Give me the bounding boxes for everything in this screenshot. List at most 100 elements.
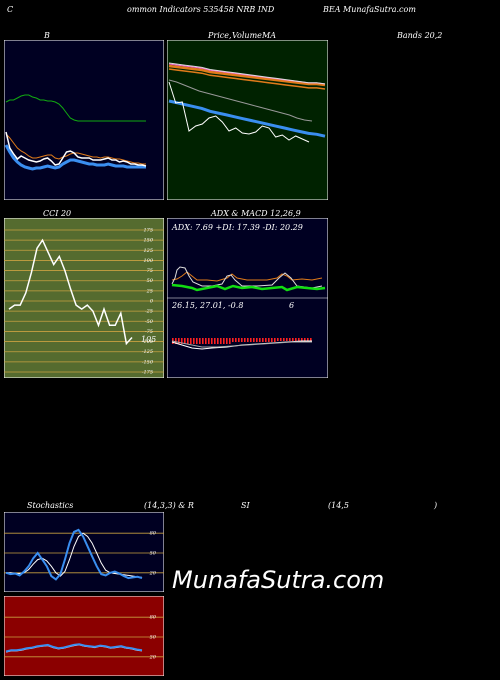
adx-readout: ADX: 7.69 +DI: 17.39 -DI: 20.29 bbox=[171, 223, 303, 232]
macd-histogram-bar bbox=[208, 338, 210, 344]
macd-histogram-bar bbox=[304, 338, 306, 341]
adx-macd-label: ADX & MACD 12,26,9 bbox=[211, 209, 301, 218]
boll-price-line bbox=[5, 131, 147, 167]
macd-histogram-bar bbox=[310, 338, 312, 341]
cci-tick-label: -75 bbox=[145, 329, 153, 335]
macd-histogram-bar bbox=[187, 338, 189, 344]
rsi-tick-label: 50 bbox=[150, 635, 157, 641]
macd-histogram-bar bbox=[211, 338, 213, 344]
cci-line bbox=[8, 238, 133, 346]
rsi-params: (14,5 bbox=[328, 501, 349, 510]
macd-histogram-bar bbox=[262, 338, 264, 342]
adx-white-line bbox=[171, 266, 323, 289]
rsi-label: SI bbox=[241, 501, 250, 510]
cci-last-value: 105 bbox=[141, 335, 156, 344]
macd-histogram-bar bbox=[241, 338, 243, 342]
macd-histogram-bar bbox=[196, 338, 198, 344]
ma-blue-line bbox=[168, 99, 326, 138]
rsi-tick-label: 80 bbox=[150, 615, 157, 621]
macd-histogram-bar bbox=[190, 338, 192, 344]
rsi-panel: 80 50 20 bbox=[4, 596, 164, 676]
macd-histogram-bar bbox=[280, 338, 282, 341]
header-c: C bbox=[7, 5, 14, 14]
adx-green-line bbox=[171, 283, 326, 292]
macd-histogram bbox=[172, 338, 312, 344]
adx-macd-panel: ADX: 7.69 +DI: 17.39 -DI: 20.29 26.15, 2… bbox=[167, 218, 328, 378]
site-name: BEA MunafaSutra.com bbox=[323, 5, 416, 14]
macd-readout: 26.15, 27.01, -0.8 bbox=[171, 301, 243, 310]
macd-histogram-bar bbox=[232, 338, 234, 342]
price-ma-chart bbox=[167, 40, 328, 200]
macd-histogram-bar bbox=[202, 338, 204, 344]
bollinger-label: B bbox=[44, 31, 50, 40]
cci-tick-label: 175 bbox=[143, 228, 153, 234]
macd-histogram-bar bbox=[193, 338, 195, 344]
stoch-k-line bbox=[5, 528, 143, 581]
cci-tick-label: 0 bbox=[150, 299, 154, 305]
rsi-line bbox=[5, 643, 143, 653]
stoch-tick-label: 20 bbox=[149, 570, 157, 576]
macd-histogram-bar bbox=[277, 338, 279, 341]
rsi-chart: 80 50 20 bbox=[4, 596, 164, 676]
bollinger-chart bbox=[4, 40, 164, 200]
stoch-label: Stochastics bbox=[27, 501, 74, 510]
macd-histogram-bar bbox=[271, 338, 273, 342]
macd-histogram-bar bbox=[253, 338, 255, 342]
macd-histogram-bar bbox=[214, 338, 216, 344]
cci-label: CCI 20 bbox=[43, 209, 72, 218]
stochastics-panel: 80 50 20 bbox=[4, 512, 164, 592]
macd-histogram-bar bbox=[223, 338, 225, 344]
adx-macd-chart: ADX: 7.69 +DI: 17.39 -DI: 20.29 26.15, 2… bbox=[167, 218, 328, 378]
cci-tick-label: -125 bbox=[142, 349, 153, 355]
ma-label: MA bbox=[262, 31, 276, 40]
macd-histogram-bar bbox=[256, 338, 258, 342]
macd-extra: 6 bbox=[289, 301, 294, 310]
macd-histogram-bar bbox=[286, 338, 288, 341]
page-title: ommon Indicators 535458 NRB IND bbox=[127, 5, 275, 14]
macd-histogram-bar bbox=[244, 338, 246, 342]
macd-histogram-bar bbox=[229, 338, 231, 344]
macd-histogram-bar bbox=[247, 338, 249, 342]
cci-tick-label: 125 bbox=[143, 248, 153, 254]
boll-lower-line bbox=[5, 133, 146, 165]
cci-tick-label: 100 bbox=[143, 258, 153, 264]
stoch-params: (14,3,3) & R bbox=[144, 501, 194, 510]
volume-label: Volume bbox=[232, 31, 262, 40]
bollinger-panel bbox=[4, 40, 164, 200]
cci-tick-label: -175 bbox=[142, 370, 153, 376]
stoch-tick-label: 50 bbox=[150, 551, 157, 557]
macd-histogram-bar bbox=[181, 338, 183, 344]
cci-tick-label: -50 bbox=[145, 319, 154, 325]
rsi-tick-label: 20 bbox=[149, 654, 157, 660]
macd-histogram-bar bbox=[274, 338, 276, 342]
price-line bbox=[168, 81, 310, 143]
watermark: MunafaSutra.com bbox=[172, 566, 385, 594]
macd-histogram-bar bbox=[250, 338, 252, 342]
macd-histogram-bar bbox=[238, 338, 240, 342]
macd-histogram-bar bbox=[298, 338, 300, 341]
cci-tick-label: -100 bbox=[142, 339, 154, 345]
bands-label: Bands 20,2 bbox=[397, 31, 443, 40]
price-ma-panel bbox=[167, 40, 328, 200]
macd-histogram-bar bbox=[289, 338, 291, 341]
macd-histogram-bar bbox=[268, 338, 270, 342]
ma-orange2-line bbox=[168, 68, 326, 90]
macd-histogram-bar bbox=[184, 338, 186, 344]
ma-orange-line bbox=[168, 64, 326, 87]
boll-upper-line bbox=[5, 94, 146, 122]
stochastics-chart: 80 50 20 bbox=[4, 512, 164, 592]
macd-histogram-bar bbox=[307, 338, 309, 341]
ma-white-line bbox=[168, 62, 326, 85]
macd-histogram-bar bbox=[283, 338, 285, 341]
stoch-tick-label: 80 bbox=[150, 531, 157, 537]
macd-histogram-bar bbox=[205, 338, 207, 344]
cci-tick-label: 50 bbox=[147, 278, 154, 284]
macd-histogram-bar bbox=[301, 338, 303, 341]
ma-gray-line bbox=[168, 79, 313, 122]
rsi-close-paren: ) bbox=[434, 501, 438, 510]
macd-histogram-bar bbox=[235, 338, 237, 342]
adx-orange-line bbox=[171, 271, 323, 282]
cci-panel: 175 150 125 100 75 50 25 0 -25 -50 -75 -100 -125 -150… bbox=[4, 218, 164, 378]
cci-chart: 175 150 125 100 75 50 25 0 -25 -50 -75 -100 -125 -150… bbox=[4, 218, 164, 378]
macd-histogram-bar bbox=[217, 338, 219, 344]
